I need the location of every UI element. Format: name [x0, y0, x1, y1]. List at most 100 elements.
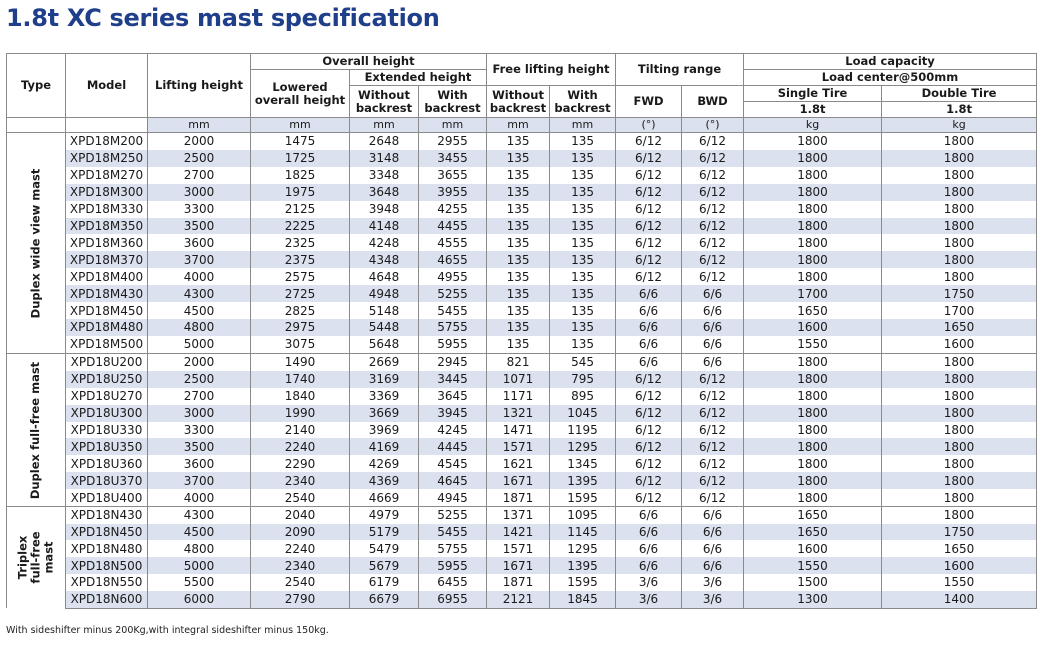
cell-single-tire-capacity: 1550	[743, 557, 883, 574]
cell-model: XPD18U350	[65, 438, 148, 456]
cell-tilt-fwd: 6/12	[615, 438, 683, 456]
cell-tilt-bwd: 6/6	[681, 319, 745, 336]
cell-tilt-bwd: 6/12	[681, 472, 745, 490]
cell-ext-with-backrest: 4645	[417, 472, 488, 490]
cell-model: XPD18M330	[65, 200, 148, 218]
cell-free-with-backrest: 1345	[549, 455, 617, 473]
cell-free-with-backrest: 1195	[549, 421, 617, 439]
cell-ext-with-backrest: 5455	[417, 302, 488, 319]
cell-free-without-backrest: 135	[486, 251, 551, 269]
cell-model: XPD18M400	[65, 268, 148, 286]
cell-double-tire-capacity: 1800	[881, 472, 1038, 490]
page-title: 1.8t XC series mast specification	[6, 4, 440, 32]
cell-tilt-fwd: 6/12	[615, 200, 683, 218]
cell-tilt-bwd: 6/12	[681, 455, 745, 473]
cell-lifting-height: 6000	[147, 590, 251, 609]
cell-free-without-backrest: 135	[486, 335, 551, 354]
cell-tilt-fwd: 6/12	[615, 183, 683, 201]
table-row: XPD18M300 3000 1975 3648 3955 135 135 6/12 6/12 1…	[7, 183, 1038, 201]
cell-lowered-height: 2290	[250, 455, 350, 473]
cell-tilt-fwd: 6/6	[615, 352, 683, 371]
cell-lowered-height: 2090	[250, 523, 350, 541]
table-row: XPD18M430 4300 2725 4948 5255 135 135 6/6 6/6 170…	[7, 285, 1038, 303]
cell-lowered-height: 2375	[250, 251, 350, 269]
table-row: XPD18M360 3600 2325 4248 4555 135 135 6/12 6/12 1…	[7, 234, 1038, 252]
cell-tilt-bwd: 3/6	[681, 590, 745, 609]
table-row: XPD18M370 3700 2375 4348 4655 135 135 6/12 6/12 1…	[7, 251, 1038, 269]
cell-double-tire-capacity: 1800	[881, 217, 1038, 235]
cell-free-with-backrest: 1295	[549, 438, 617, 456]
cell-model: XPD18N500	[65, 557, 148, 574]
cell-ext-with-backrest: 3645	[417, 387, 488, 405]
group-type-text: Duplex full-free mast	[28, 361, 43, 499]
cell-model: XPD18M270	[65, 166, 148, 184]
cell-free-with-backrest: 135	[549, 149, 617, 167]
cell-lifting-height: 5500	[147, 573, 251, 591]
cell-free-with-backrest: 795	[549, 370, 617, 388]
cell-single-tire-capacity: 1550	[743, 335, 883, 354]
cell-lifting-height: 2500	[147, 149, 251, 167]
cell-ext-with-backrest: 2955	[417, 131, 488, 150]
cell-model: XPD18U360	[65, 455, 148, 473]
cell-free-without-backrest: 1571	[486, 438, 551, 456]
cell-free-without-backrest: 2121	[486, 590, 551, 609]
cell-tilt-bwd: 6/12	[681, 421, 745, 439]
cell-free-without-backrest: 135	[486, 319, 551, 336]
cell-model: XPD18N600	[65, 590, 148, 609]
cell-free-without-backrest: 1071	[486, 370, 551, 388]
header-ext-with-backrest: With backrest	[417, 85, 488, 118]
cell-model: XPD18M370	[65, 251, 148, 269]
cell-ext-with-backrest: 5955	[417, 557, 488, 574]
cell-single-tire-capacity: 1500	[743, 573, 883, 591]
cell-ext-with-backrest: 3445	[417, 370, 488, 388]
cell-lowered-height: 2225	[250, 217, 350, 235]
cell-tilt-fwd: 6/12	[615, 404, 683, 422]
table-row: XPD18U360 3600 2290 4269 4545 1621 1345 6/12 6/1…	[7, 455, 1038, 473]
cell-lowered-height: 1725	[250, 149, 350, 167]
cell-ext-with-backrest: 5755	[417, 540, 488, 558]
header-ext-without-backrest: Without backrest	[349, 85, 419, 118]
header-tilting-range: Tilting range	[615, 53, 745, 86]
cell-single-tire-capacity: 1800	[743, 166, 883, 184]
cell-ext-without-backrest: 3969	[349, 421, 419, 439]
table-row: XPD18U270 2700 1840 3369 3645 1171 895 6/12 6/12…	[7, 387, 1038, 405]
header-free-lifting-height: Free lifting height	[486, 53, 617, 86]
cell-single-tire-capacity: 1650	[743, 505, 883, 524]
cell-tilt-bwd: 6/12	[681, 438, 745, 456]
table-row: XPD18N500 5000 2340 5679 5955 1671 1395 6/6 6/6 1…	[7, 557, 1038, 574]
cell-lifting-height: 4000	[147, 489, 251, 507]
cell-free-with-backrest: 135	[549, 217, 617, 235]
cell-tilt-fwd: 6/12	[615, 370, 683, 388]
table-body: Duplex wide view mast XPD18M200 2000 1475 26…	[6, 131, 1038, 609]
table-row: XPD18M350 3500 2225 4148 4455 135 135 6/12 6/12 1…	[7, 217, 1038, 235]
cell-free-with-backrest: 895	[549, 387, 617, 405]
cell-lifting-height: 2700	[147, 166, 251, 184]
cell-tilt-fwd: 6/12	[615, 251, 683, 269]
cell-free-without-backrest: 135	[486, 285, 551, 303]
cell-lowered-height: 2240	[250, 438, 350, 456]
header-fwd: FWD	[615, 85, 683, 118]
cell-free-with-backrest: 1095	[549, 505, 617, 524]
cell-tilt-fwd: 3/6	[615, 590, 683, 609]
header-type: Type	[6, 53, 66, 118]
cell-model: XPD18M300	[65, 183, 148, 201]
cell-model: XPD18M480	[65, 319, 148, 336]
cell-ext-without-backrest: 6179	[349, 573, 419, 591]
cell-lifting-height: 2000	[147, 352, 251, 371]
cell-single-tire-capacity: 1800	[743, 370, 883, 388]
cell-ext-without-backrest: 2669	[349, 352, 419, 371]
cell-free-with-backrest: 135	[549, 234, 617, 252]
table-row: Duplex wide view mast XPD18M200 2000 1475 26…	[6, 131, 1038, 354]
cell-single-tire-capacity: 1650	[743, 523, 883, 541]
table-row: XPD18U400 4000 2540 4669 4945 1871 1595 6/12 6/1…	[7, 489, 1038, 507]
cell-free-without-backrest: 1671	[486, 472, 551, 490]
cell-lifting-height: 3600	[147, 455, 251, 473]
footnote: With sideshifter minus 200Kg,with integr…	[6, 625, 329, 636]
cell-ext-with-backrest: 4245	[417, 421, 488, 439]
unit-cell: (°)	[615, 117, 683, 133]
cell-lowered-height: 1975	[250, 183, 350, 201]
cell-tilt-bwd: 6/6	[681, 335, 745, 354]
cell-tilt-bwd: 6/12	[681, 217, 745, 235]
cell-double-tire-capacity: 1750	[881, 285, 1038, 303]
cell-lowered-height: 2040	[250, 505, 350, 524]
